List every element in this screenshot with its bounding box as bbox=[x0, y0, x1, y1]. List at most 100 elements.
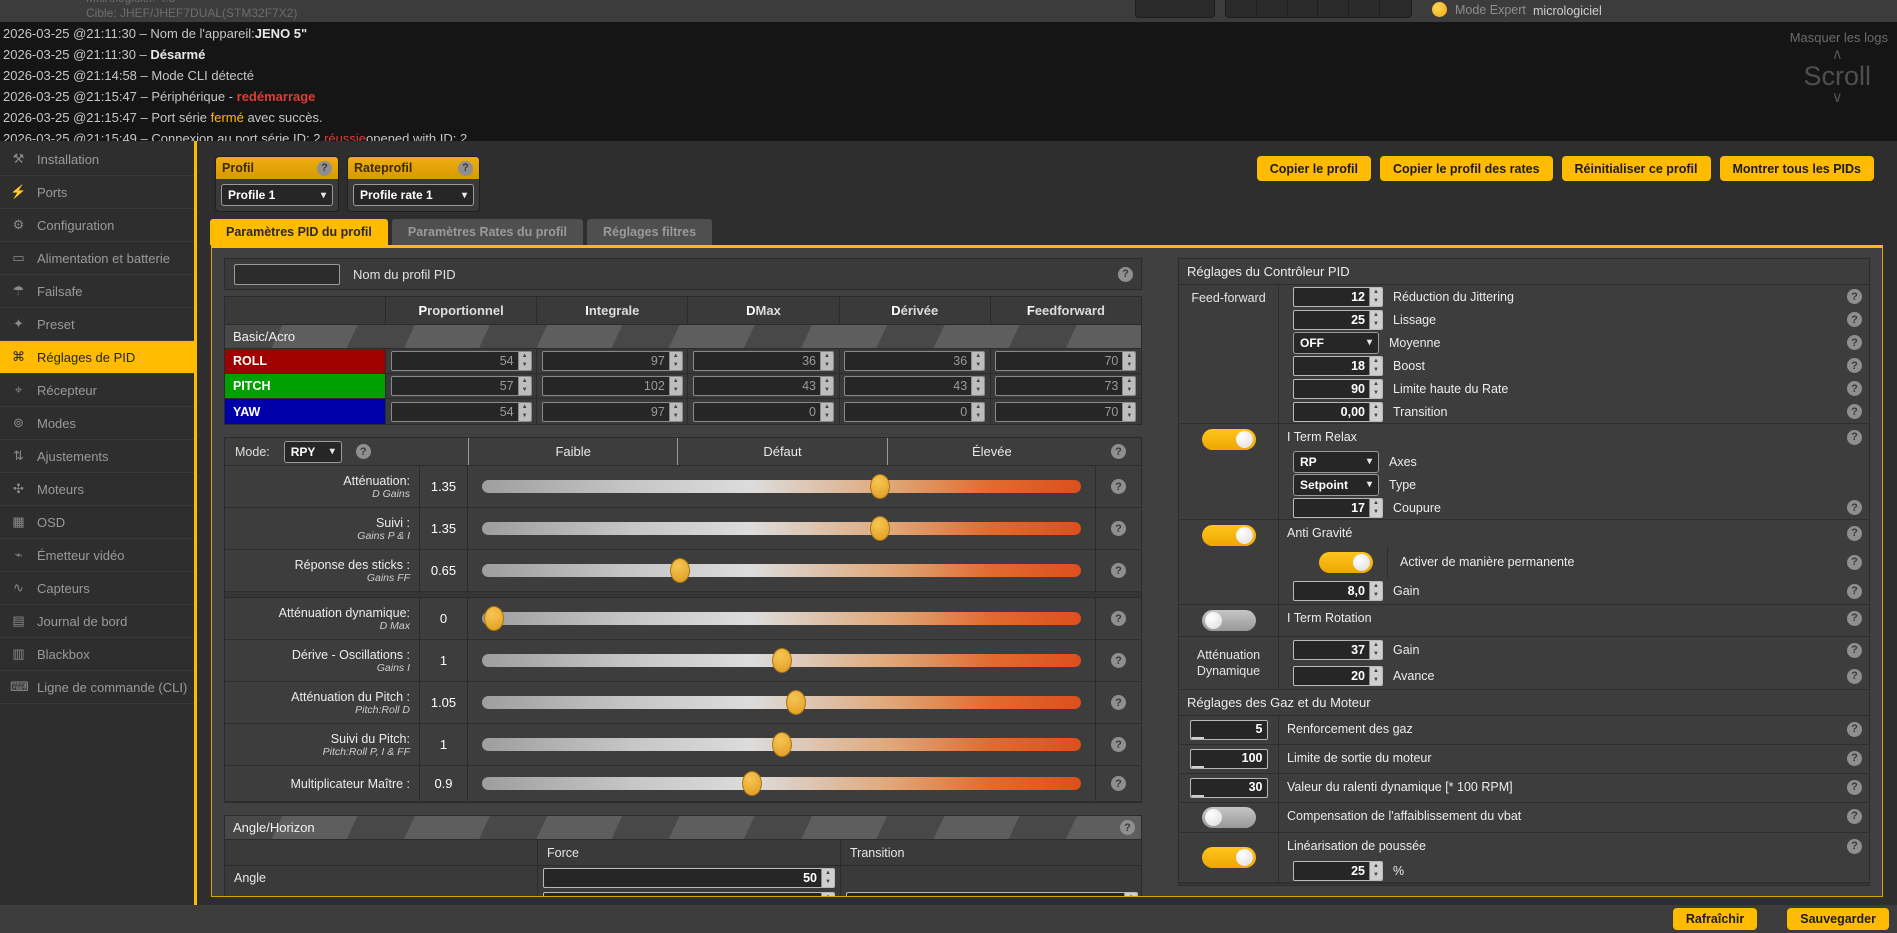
spinner-arrows-icon[interactable]: ▲▼ bbox=[1369, 356, 1382, 375]
slider-track[interactable] bbox=[482, 690, 1081, 715]
sidebar-item-moteurs[interactable]: ✣ Moteurs bbox=[0, 473, 194, 506]
pid-pitch-feedforward-field[interactable] bbox=[996, 377, 1123, 395]
spin-down-icon[interactable]: ▼ bbox=[975, 362, 982, 368]
help-icon[interactable] bbox=[1847, 721, 1862, 737]
help-icon[interactable] bbox=[1111, 776, 1126, 791]
spinner-arrows-icon[interactable]: ▲▼ bbox=[1369, 379, 1382, 398]
spinner-arrows-icon[interactable]: ▲▼ bbox=[1369, 667, 1382, 685]
spinner-arrows-icon[interactable]: ▲▼ bbox=[971, 352, 985, 370]
spin-down-icon[interactable]: ▼ bbox=[1373, 320, 1379, 327]
spin-up-icon[interactable]: ▲ bbox=[825, 894, 831, 897]
spin-up-icon[interactable]: ▲ bbox=[975, 378, 982, 384]
spin-up-icon[interactable]: ▲ bbox=[1126, 353, 1133, 359]
spin-up-icon[interactable]: ▲ bbox=[1373, 499, 1379, 506]
spin-up-icon[interactable]: ▲ bbox=[521, 378, 528, 384]
lissage-input-field[interactable] bbox=[1294, 310, 1369, 329]
help-icon[interactable] bbox=[1847, 668, 1862, 684]
spin-down-icon[interactable]: ▼ bbox=[521, 362, 528, 368]
spin-down-icon[interactable]: ▼ bbox=[1126, 387, 1133, 393]
help-icon[interactable] bbox=[355, 444, 371, 459]
coupure-input-field[interactable] bbox=[1294, 498, 1369, 517]
spinner-arrows-icon[interactable]: ▲▼ bbox=[517, 402, 531, 421]
compensation-de-l-affaiblissement-du-vbat-toggle[interactable] bbox=[1201, 807, 1256, 828]
sidebar-item-alimentation-et-batterie[interactable]: ▭ Alimentation et batterie bbox=[0, 242, 194, 275]
spinner-arrows-icon[interactable]: ▲▼ bbox=[1369, 402, 1382, 421]
spin-down-icon[interactable]: ▼ bbox=[672, 412, 679, 419]
pid-roll-feedforward-field[interactable] bbox=[996, 352, 1123, 370]
pid-yaw-integrale-field[interactable] bbox=[542, 402, 669, 421]
reset-profile-button[interactable]: Réinitialiser ce profil bbox=[1561, 156, 1711, 181]
help-icon[interactable] bbox=[1847, 358, 1862, 373]
spin-down-icon[interactable]: ▼ bbox=[1373, 677, 1379, 683]
slider-knob[interactable] bbox=[669, 558, 690, 583]
spin-down-icon[interactable]: ▼ bbox=[825, 879, 831, 885]
pid-pitch-d-max-field[interactable] bbox=[693, 377, 820, 395]
spinner-arrows-icon[interactable]: ▲▼ bbox=[1122, 377, 1136, 395]
sidebar-item-emetteur-video[interactable]: ⌁ Émetteur vidéo bbox=[0, 539, 194, 572]
spinner-arrows-icon[interactable]: ▲▼ bbox=[819, 402, 833, 421]
slider-track[interactable] bbox=[482, 516, 1081, 541]
sidebar-item-modes[interactable]: ⊚ Modes bbox=[0, 407, 194, 440]
help-icon[interactable] bbox=[1111, 563, 1126, 578]
help-icon[interactable] bbox=[1847, 583, 1862, 599]
help-icon[interactable] bbox=[1847, 610, 1862, 626]
help-icon[interactable] bbox=[1847, 429, 1862, 445]
help-icon[interactable] bbox=[1847, 289, 1862, 304]
spinner-arrows-icon[interactable]: ▲▼ bbox=[821, 869, 834, 887]
reduction-du-jittering-input[interactable]: ▲▼ bbox=[1293, 286, 1383, 307]
spin-up-icon[interactable]: ▲ bbox=[1126, 403, 1133, 410]
boost-input[interactable]: ▲▼ bbox=[1293, 355, 1383, 376]
spin-down-icon[interactable]: ▼ bbox=[672, 362, 679, 368]
linearisation-de-poussee-percent-input-field[interactable] bbox=[1294, 861, 1369, 880]
pid-roll-derivee[interactable]: ▲▼ bbox=[844, 351, 986, 371]
coupure-input[interactable]: ▲▼ bbox=[1293, 497, 1383, 518]
pid-pitch-derivee-field[interactable] bbox=[845, 377, 972, 395]
tab-filter-settings[interactable]: Réglages filtres bbox=[586, 219, 713, 245]
gain-input[interactable]: ▲▼ bbox=[1293, 640, 1383, 660]
spin-down-icon[interactable]: ▼ bbox=[1373, 412, 1379, 419]
help-icon[interactable] bbox=[1120, 820, 1135, 835]
save-button[interactable]: Sauvegarder bbox=[1787, 908, 1889, 930]
reduction-du-jittering-input-field[interactable] bbox=[1294, 287, 1369, 306]
spin-down-icon[interactable]: ▼ bbox=[521, 387, 528, 393]
pid-yaw-proportionnel-field[interactable] bbox=[391, 402, 518, 421]
help-icon[interactable] bbox=[1847, 779, 1862, 795]
iterm-rotation-toggle[interactable] bbox=[1201, 610, 1256, 631]
spinner-arrows-icon[interactable]: ▲▼ bbox=[1122, 402, 1136, 421]
slider-knob[interactable] bbox=[483, 606, 504, 631]
spin-up-icon[interactable]: ▲ bbox=[521, 403, 528, 410]
valeur-du-ralenti-dynamique-100-rpm-input-field[interactable] bbox=[1190, 780, 1267, 794]
spin-up-icon[interactable]: ▲ bbox=[1373, 403, 1379, 410]
pid-roll-proportionnel-field[interactable] bbox=[391, 352, 518, 370]
horizon-strength[interactable]: ▲▼ bbox=[543, 892, 835, 897]
help-icon[interactable] bbox=[1111, 653, 1126, 668]
sidebar-item-osd[interactable]: ▦ OSD bbox=[0, 506, 194, 539]
spin-down-icon[interactable]: ▼ bbox=[1373, 366, 1379, 373]
pid-yaw-feedforward-field[interactable] bbox=[996, 402, 1123, 421]
renforcement-des-gaz-input[interactable]: ▲▼ bbox=[1189, 720, 1268, 740]
hide-logs-link[interactable]: Masquer les logs bbox=[1789, 30, 1888, 45]
spin-up-icon[interactable]: ▲ bbox=[672, 353, 679, 359]
spinner-arrows-icon[interactable]: ▲▼ bbox=[1190, 795, 1204, 797]
help-icon[interactable] bbox=[1847, 642, 1862, 658]
spinner-arrows-icon[interactable]: ▲▼ bbox=[1369, 498, 1382, 517]
moyenne-select[interactable]: OFF ▾ bbox=[1293, 331, 1379, 354]
spinner-arrows-icon[interactable]: ▲▼ bbox=[1122, 352, 1136, 370]
help-icon[interactable] bbox=[1847, 312, 1862, 327]
pid-pitch-proportionnel-field[interactable] bbox=[391, 377, 518, 395]
sidebar-item-blackbox[interactable]: ▥ Blackbox bbox=[0, 638, 194, 671]
spin-up-icon[interactable]: ▲ bbox=[1373, 583, 1379, 589]
help-icon[interactable] bbox=[1847, 838, 1862, 854]
sidebar-item-ligne-de-commande-cli[interactable]: ⌨ Ligne de commande (CLI) bbox=[0, 671, 194, 704]
profile-select[interactable]: Profile 1 ▾ bbox=[221, 184, 333, 206]
valeur-du-ralenti-dynamique-100-rpm-input[interactable]: ▲▼ bbox=[1189, 778, 1268, 798]
pid-pitch-d-max[interactable]: ▲▼ bbox=[692, 376, 834, 396]
firmware-flasher-label[interactable]: micrologiciel bbox=[1533, 4, 1602, 18]
spinner-arrows-icon[interactable]: ▲▼ bbox=[819, 352, 833, 370]
sidebar-item-journal-de-bord[interactable]: ▤ Journal de bord bbox=[0, 605, 194, 638]
activer-de-maniere-permanente-toggle[interactable] bbox=[1319, 551, 1373, 573]
spin-up-icon[interactable]: ▲ bbox=[1373, 380, 1379, 387]
help-icon[interactable] bbox=[1111, 695, 1126, 710]
limite-haute-du-rate-input[interactable]: ▲▼ bbox=[1293, 378, 1383, 399]
linearisation-de-poussee-toggle[interactable] bbox=[1201, 847, 1256, 868]
